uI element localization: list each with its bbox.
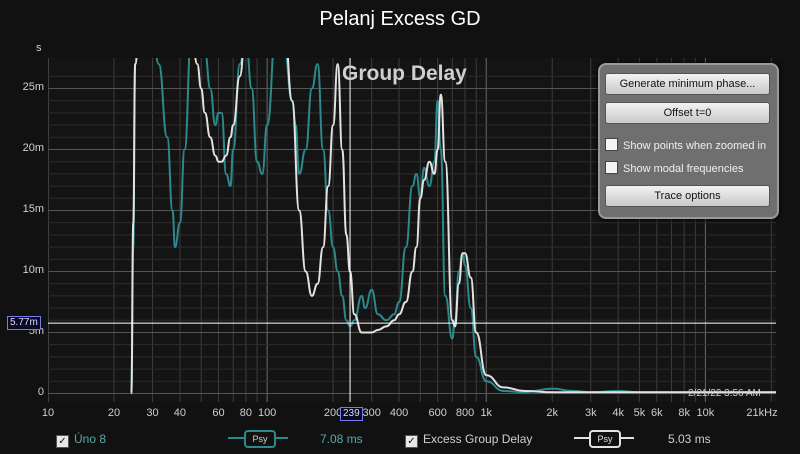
legend-series2[interactable]: ✓ Excess Group Delay: [405, 432, 532, 448]
y-tick-label: 0: [37, 386, 44, 399]
x-tick-label: 30: [146, 407, 159, 419]
checkbox-box[interactable]: [605, 138, 618, 151]
series2-value: 5.03 ms: [668, 432, 711, 446]
y-tick-label: 25m: [22, 81, 44, 94]
x-tick-label: 4k: [612, 407, 624, 419]
x-tick-label: 5k: [633, 407, 646, 419]
offset-t0-button[interactable]: Offset t=0: [605, 102, 770, 124]
x-tick-label: 6k: [650, 407, 663, 419]
series2-smoothing-badge[interactable]: Psy: [589, 430, 621, 448]
generate-minimum-phase-button[interactable]: Generate minimum phase...: [605, 73, 770, 95]
y-tick-label: 10m: [22, 264, 44, 277]
x-tick-label: 40: [173, 407, 187, 419]
cursor-x-readout: 239: [340, 407, 363, 421]
graph-title: Group Delay: [342, 62, 467, 85]
series2-name: Excess Group Delay: [423, 432, 533, 446]
show-modal-checkbox[interactable]: Show modal frequencies: [605, 161, 743, 175]
series1-name: Úno 8: [74, 432, 107, 446]
show-modal-label: Show modal frequencies: [623, 163, 744, 175]
x-tick-label: 8k: [678, 407, 690, 419]
x-tick-label: 3k: [585, 407, 597, 419]
series1-value: 7.08 ms: [320, 432, 363, 446]
trace-excess-group-delay: [130, 58, 776, 395]
controls-panel: Generate minimum phase... Offset t=0 Sho…: [598, 63, 779, 219]
y-axis-unit: s: [36, 42, 42, 54]
window-title: Pelanj Excess GD: [319, 8, 481, 30]
show-points-checkbox[interactable]: Show points when zoomed in: [605, 138, 766, 152]
x-tick-label: 20: [107, 407, 121, 419]
x-tick-label: 600: [428, 407, 447, 419]
legend-series1[interactable]: ✓ Úno 8: [56, 432, 106, 448]
graph-traces: [48, 58, 776, 402]
timestamp: 2/21/22 3:56 AM: [688, 388, 761, 399]
x-tick-label: 200: [323, 407, 343, 419]
x-tick-label: 60: [212, 407, 225, 419]
series1-smoothing-badge[interactable]: Psy: [244, 430, 276, 448]
y-tick-label: 15m: [22, 203, 44, 216]
y-tick-label: 20m: [22, 142, 44, 155]
x-tick-label: 1k: [480, 407, 493, 419]
series2-visible-checkbox[interactable]: ✓: [405, 435, 418, 448]
x-tick-label: 10: [41, 407, 55, 419]
x-tick-label: 10k: [696, 407, 715, 419]
x-tick-label: 400: [389, 407, 409, 419]
x-tick-label: 800: [455, 407, 475, 419]
show-points-label: Show points when zoomed in: [623, 140, 767, 152]
checkbox-box[interactable]: [605, 161, 618, 174]
x-tick-label: 21kHz: [746, 407, 778, 419]
trace-options-button[interactable]: Trace options: [605, 185, 770, 207]
x-tick-label: 2k: [546, 407, 559, 419]
x-tick-label: 300: [362, 407, 381, 419]
cursor-y-readout: 5.77m: [7, 316, 41, 330]
x-tick-label: 80: [239, 407, 253, 419]
trace-uno-8: [130, 58, 776, 395]
series1-visible-checkbox[interactable]: ✓: [56, 435, 69, 448]
x-tick-label: 100: [257, 407, 277, 419]
